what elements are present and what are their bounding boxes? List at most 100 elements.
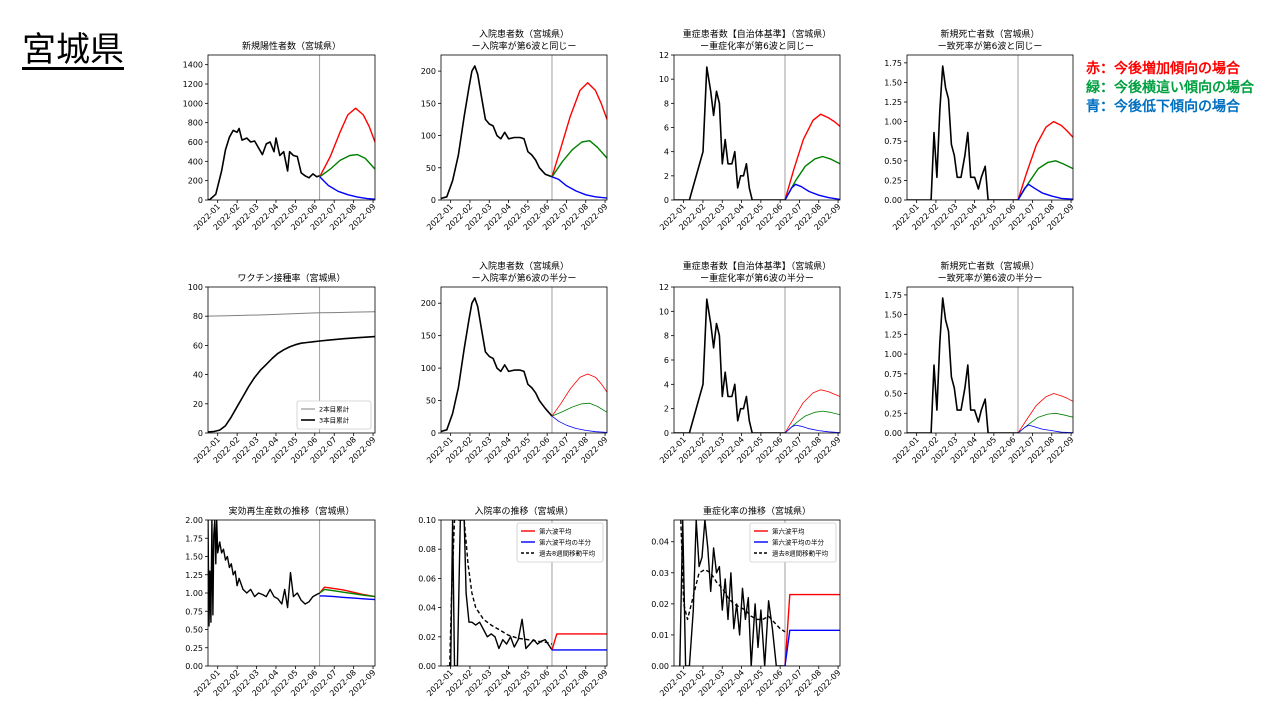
chart-panel-5: ワクチン接種率（宮城県）0204060801002022-012022-0220…	[188, 272, 378, 465]
series-line-gray	[208, 311, 375, 317]
y-tick-label: 50	[426, 397, 436, 406]
y-tick-label: 0	[664, 429, 669, 438]
series-line-blue	[551, 415, 607, 433]
series-line-green	[1017, 160, 1073, 200]
chart-title: 実効再生産数の推移（宮城県）	[228, 505, 354, 517]
y-tick-label: 0.25	[185, 644, 203, 653]
chart-panel-10: 入院率の推移（宮城県）0.000.020.040.060.080.102022-…	[418, 505, 609, 698]
chart-title: 入院患者数（宮城県）	[479, 28, 569, 40]
y-tick-label: 0.50	[185, 626, 203, 635]
y-tick-label: 10	[659, 75, 669, 84]
y-tick-label: 2	[664, 172, 669, 181]
y-tick-label: 200	[421, 67, 436, 76]
y-tick-label: 4	[664, 148, 669, 157]
y-tick-label: 0.00	[884, 429, 902, 438]
y-tick-label: 1.75	[185, 534, 203, 543]
y-tick-label: 0.00	[884, 196, 902, 205]
scenario-note-blue: 青：今後低下傾向の場合	[1086, 99, 1240, 115]
y-tick-label: 800	[188, 119, 203, 128]
y-tick-label: 50	[426, 164, 436, 173]
series-line-black	[674, 66, 785, 200]
series-line-black	[679, 520, 785, 666]
y-tick-label: 0.04	[651, 538, 669, 547]
y-tick-label: 1.50	[185, 553, 203, 562]
plot-frame	[673, 286, 841, 434]
y-tick-label: 0.00	[418, 662, 436, 671]
series-line-black	[907, 297, 1018, 433]
chart-title: 新規死亡者数（宮城県）	[940, 28, 1039, 40]
chart-panel-4: 新規死亡者数（宮城県）ー致死率が第6波と同じー 0.00 0.25 0.50 0.75 1…	[884, 28, 1075, 232]
y-tick-label: 1.00	[884, 350, 902, 359]
series-line-red	[551, 82, 607, 178]
y-tick-label: 150	[421, 332, 436, 341]
chart-panel-3: 重症患者数【自治体基準】（宮城県）ー重症化率が第6波と同じー0246810122…	[658, 28, 842, 232]
chart-title: 重症患者数【自治体基準】（宮城県）	[683, 28, 832, 40]
y-tick-label: 0.03	[651, 569, 669, 578]
series-line-red	[784, 593, 840, 666]
scenario-note-green: 緑：今後横這い傾向の場合	[1086, 80, 1254, 96]
y-tick-label: 0.50	[884, 390, 902, 399]
y-tick-label: 2	[664, 405, 669, 414]
y-tick-label: 12	[659, 283, 669, 292]
chart-panel-11: 重症化率の推移（宮城県）0.000.010.020.030.042022-012…	[651, 505, 842, 698]
y-tick-label: 1.50	[884, 78, 902, 87]
series-line-black	[208, 335, 375, 433]
legend-label: 2本目累計	[319, 405, 350, 414]
series-line-red	[319, 107, 375, 178]
y-tick-label: 10	[659, 307, 669, 316]
y-tick-label: 8	[664, 99, 669, 108]
chart-title: ー入院率が第6波と同じー	[472, 40, 577, 52]
y-tick-label: 80	[193, 312, 203, 321]
y-tick-label: 100	[188, 283, 203, 292]
chart-title: ー重症化率が第6波と同じー	[700, 40, 814, 52]
series-line-blue	[784, 629, 840, 666]
chart-title: ー致死率が第6波と同じー	[938, 40, 1043, 52]
y-tick-label: 0	[431, 429, 436, 438]
page-title: 宮城県	[22, 30, 124, 70]
chart-title: 入院率の推移（宮城県）	[474, 505, 573, 517]
y-tick-label: 0	[431, 196, 436, 205]
chart-panel-1: 新規陽性者数（宮城県）02004006008001000120014002022…	[183, 40, 378, 232]
chart-panel-7: 重症患者数【自治体基準】（宮城県）ー重症化率が第6波の半分ー0246810122…	[658, 260, 842, 465]
legend-label: 3本目累計	[319, 416, 350, 425]
y-tick-label: 0.00	[651, 662, 669, 671]
series-line-black	[208, 520, 321, 627]
series-line-red	[1017, 120, 1073, 200]
y-tick-label: 1.25	[884, 330, 902, 339]
y-tick-label: 1.00	[884, 118, 902, 127]
scenario-note-red: 赤：今後増加傾向の場合	[1086, 61, 1240, 77]
y-tick-label: 0.00	[185, 662, 203, 671]
y-tick-label: 0.01	[651, 631, 669, 640]
plot-frame	[673, 54, 841, 201]
series-line-green	[784, 410, 840, 433]
series-line-black	[449, 520, 553, 666]
y-tick-label: 100	[421, 132, 436, 141]
legend-label: 過去8週間移動平均	[772, 549, 829, 558]
series-line-black	[208, 127, 320, 200]
y-tick-label: 600	[188, 138, 203, 147]
y-tick-label: 0.75	[884, 137, 902, 146]
chart-panel-9: 実効再生産数の推移（宮城県） 0.00 0.25 0.50 0.75 1.00 1.25 1.…	[185, 505, 377, 698]
series-line-blue	[1017, 183, 1073, 200]
series-line-red	[551, 633, 607, 651]
y-tick-label: 4	[664, 380, 669, 389]
series-line-blue	[319, 595, 375, 601]
chart-title: 重症化率の推移（宮城県）	[703, 505, 811, 517]
series-line-black	[680, 520, 786, 633]
y-tick-label: 1.75	[884, 59, 902, 68]
legend-label: 第六波平均	[772, 527, 805, 536]
chart-title: 新規陽性者数（宮城県）	[242, 40, 341, 52]
series-line-black	[907, 65, 1018, 200]
series-line-green	[784, 155, 840, 200]
plot-frame	[906, 54, 1074, 201]
y-tick-label: 400	[188, 157, 203, 166]
y-tick-label: 1.00	[185, 589, 203, 598]
legend-label: 過去8週間移動平均	[539, 549, 596, 558]
series-line-green	[551, 402, 607, 417]
legend-label: 第六波平均の半分	[772, 538, 825, 547]
plot-frame	[440, 54, 608, 201]
y-tick-label: 0.04	[418, 604, 436, 613]
legend-label: 第六波平均	[539, 527, 572, 536]
y-tick-label: 12	[659, 51, 669, 60]
